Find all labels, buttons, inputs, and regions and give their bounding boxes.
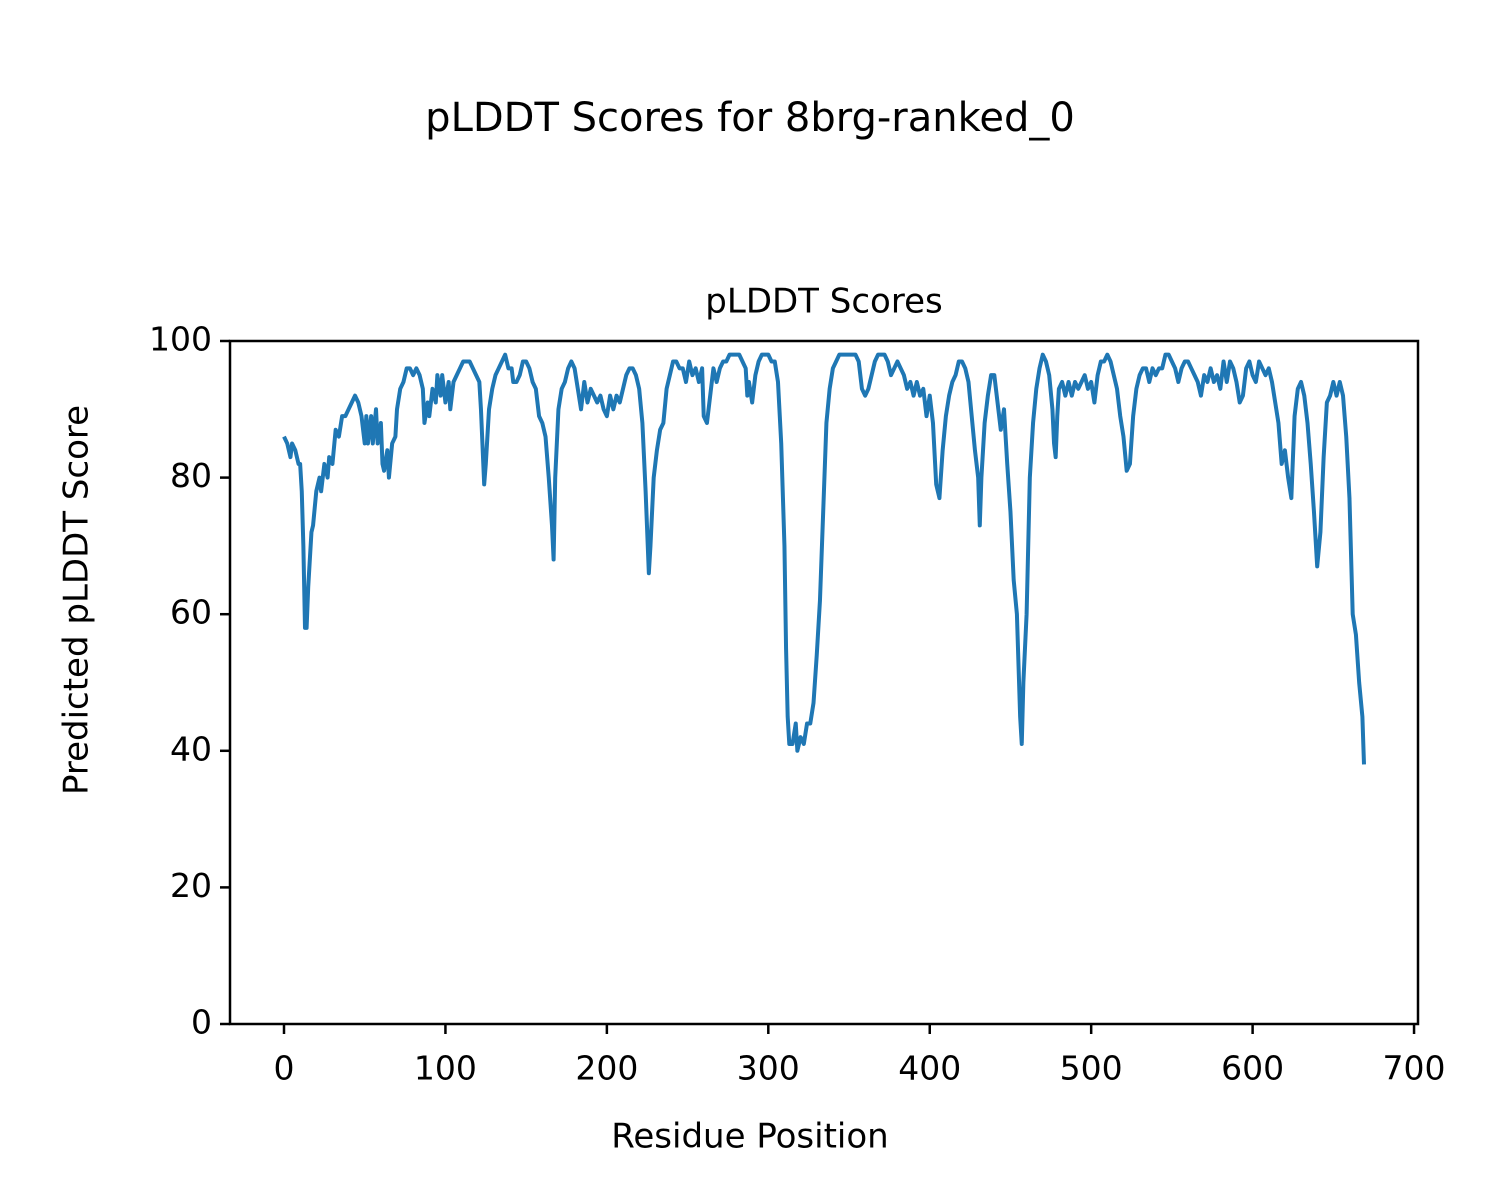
x-tick-label: 500 bbox=[1060, 1049, 1123, 1088]
x-tick-label: 300 bbox=[737, 1049, 800, 1088]
y-tick-label: 20 bbox=[170, 866, 212, 905]
axes-title: pLDDT Scores bbox=[705, 282, 942, 322]
y-tick-label: 40 bbox=[170, 729, 212, 768]
x-axis-label: Residue Position bbox=[611, 1117, 888, 1157]
x-tick-label: 700 bbox=[1383, 1049, 1446, 1088]
y-tick-label: 0 bbox=[191, 1003, 212, 1042]
axes-frame bbox=[228, 339, 1420, 1026]
y-tick-label: 100 bbox=[149, 320, 212, 359]
x-tick-label: 0 bbox=[274, 1049, 295, 1088]
x-tick-label: 200 bbox=[575, 1049, 638, 1088]
x-tick-label: 400 bbox=[898, 1049, 961, 1088]
x-tick-label: 100 bbox=[414, 1049, 477, 1088]
chart-title: pLDDT Scores for 8brg-ranked_0 bbox=[425, 95, 1075, 141]
line-series bbox=[282, 352, 1366, 765]
x-tick-label: 600 bbox=[1221, 1049, 1284, 1088]
y-tick-label: 60 bbox=[170, 593, 212, 632]
y-axis-label: Predicted pLDDT Score bbox=[57, 405, 97, 795]
y-tick-label: 80 bbox=[170, 456, 212, 495]
